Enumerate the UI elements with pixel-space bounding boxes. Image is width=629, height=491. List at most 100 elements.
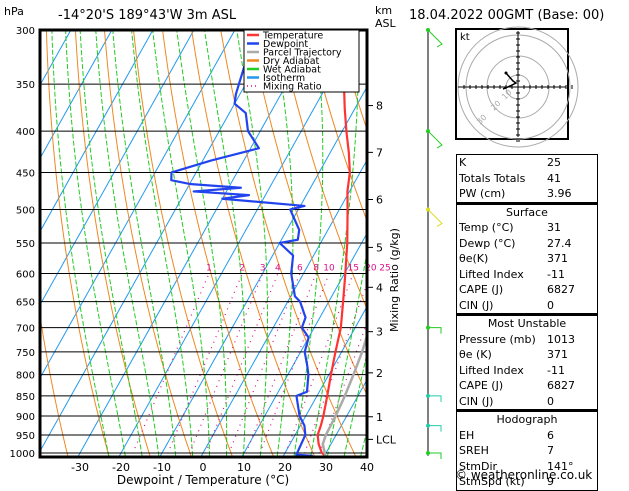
pressure-tick-label: 500 [16, 205, 35, 216]
wet-adiabat-line [95, 30, 160, 456]
wet-adiabat-line [176, 30, 228, 456]
mixing-ratio-labels: 1 2 3 4 6 8 10 15 20 25 [206, 264, 391, 274]
index-row: Totals Totals 41 [457, 171, 597, 187]
wet-adiabat-line [293, 30, 324, 456]
index-row: K 25 [457, 155, 597, 171]
km-unit-label: km [375, 4, 393, 17]
wind-barbs [426, 28, 443, 459]
indices-panel: K 25 Totals Totals 41 PW (cm) 3.96 Surface … [456, 154, 598, 491]
dry-adiabat-line [162, 30, 274, 456]
surface-value: 6827 [547, 283, 575, 297]
wet-adiabat-line [326, 249, 367, 456]
series-parcel-trajectory [321, 331, 367, 456]
km-tick-label: 3 [376, 326, 383, 339]
isotherm-line [241, 232, 367, 456]
hodo-key: EH [459, 428, 475, 442]
index-value: 25 [547, 156, 561, 170]
mu-key: CAPE (J) [459, 379, 504, 393]
isotherm-line [40, 30, 154, 233]
hodo-key: StmDir [459, 459, 498, 473]
wet-adiabat-line [236, 30, 268, 456]
hodo-key: StmSpd (kt) [459, 475, 525, 489]
most-unstable-box: Most Unstable Pressure (mb) 1013 θe (K) 37… [456, 314, 598, 410]
surface-title: Surface [506, 205, 548, 219]
pressure-tick-label: 850 [16, 392, 35, 403]
plot-frame [38, 28, 369, 459]
mu-row: CAPE (J) 6827 [457, 378, 597, 394]
pressure-tick-label: 550 [16, 239, 35, 250]
surface-row: Dewp (°C) 27.4 [457, 236, 597, 252]
surface-value: 0 [547, 298, 554, 312]
wet-adiabat-line [343, 351, 367, 456]
wind-barb [428, 395, 442, 402]
mixing-ratio-line [302, 282, 367, 456]
series-temperature [316, 30, 351, 456]
legend-label: Temperature [262, 31, 323, 42]
profile-series [170, 30, 367, 456]
dry-adiabat-line [103, 30, 192, 456]
isotherm-line [323, 378, 367, 456]
pressure-tick-label: 300 [16, 26, 35, 37]
indices-box: K 25 Totals Totals 41 PW (cm) 3.96 [456, 154, 598, 203]
hodo-row: EH 6 [457, 428, 597, 444]
wet-adiabat-line [273, 30, 294, 456]
mixing-ratio-label: 3 [260, 264, 266, 274]
hodo-row: SREH 7 [457, 443, 597, 459]
pressure-tick-label: 750 [16, 348, 35, 359]
hodograph-title: Hodograph [496, 413, 558, 426]
pressure-tick-label: 450 [16, 168, 35, 179]
pressure-tick-label: 350 [16, 80, 35, 91]
wind-barb [427, 29, 443, 48]
axes: -30 -20 -10 0 10 20 30 40 Dewpoint / Temperature… [71, 100, 401, 486]
dry-adiabat-line [220, 30, 357, 456]
pressure-tick-label: 650 [16, 298, 35, 309]
x-tick-label: -30 [71, 461, 89, 474]
dry-adiabat-line [191, 30, 315, 456]
mixing-ratio-label: 10 [323, 264, 335, 274]
wet-adiabat-line [152, 30, 211, 456]
legend-label: Isotherm [263, 73, 305, 84]
wet-adiabat-line [79, 30, 143, 456]
mu-key: Lifted Index [459, 363, 524, 377]
km-tick-label: 5 [376, 241, 383, 254]
x-axis-title: Dewpoint / Temperature (°C) [117, 473, 289, 486]
mixing-ratio-label: 25 [379, 264, 390, 274]
legend-label: Mixing Ratio [263, 82, 322, 93]
km-tick-label: 4 [376, 281, 383, 294]
wet-adiabat-line [360, 427, 367, 456]
hodograph-unit-label: kt [460, 32, 470, 43]
mu-value: -11 [547, 363, 565, 377]
mixing-ratio-label: 2 [239, 264, 245, 274]
legend-label: Wet Adiabat [263, 65, 321, 76]
surface-key: θe(K) [459, 252, 489, 266]
mu-key: CIN (J) [459, 394, 494, 408]
mixing-ratio-label: 15 [347, 264, 358, 274]
surface-box: Surface Temp (°C) 31 Dewp (°C) 27.4 θe(K) 3… [456, 202, 598, 314]
surface-key: CIN (J) [459, 298, 494, 312]
dry-adiabat-line [133, 30, 233, 456]
index-row: PW (cm) 3.96 [457, 186, 597, 202]
dry-adiabat-line [40, 312, 69, 456]
mu-row: Pressure (mb) 1013 [457, 332, 597, 348]
asl-unit-label: ASL [375, 17, 396, 30]
mixing-ratio-label: 4 [275, 264, 281, 274]
series-dewpoint [170, 30, 313, 456]
wet-adiabat-line [310, 30, 359, 456]
wet-adiabat-line [65, 30, 126, 456]
x-tick-label: -10 [153, 461, 171, 474]
surface-row: Lifted Index -11 [457, 267, 597, 283]
dry-adiabat-line [278, 30, 367, 311]
hodo-value: 141° [547, 459, 574, 473]
isotherm-line [159, 85, 367, 456]
x-tick-label: 40 [360, 461, 374, 474]
pressure-tick-label: 950 [16, 431, 35, 442]
hodo-row: StmSpd (kt) 9 [457, 474, 597, 490]
hodo-value: 6 [547, 428, 554, 442]
dry-adiabat-line [249, 30, 367, 397]
wind-barb [428, 452, 442, 459]
wet-adiabat-line [51, 30, 110, 456]
mu-value: 371 [547, 348, 568, 362]
plot-border [38, 28, 369, 459]
